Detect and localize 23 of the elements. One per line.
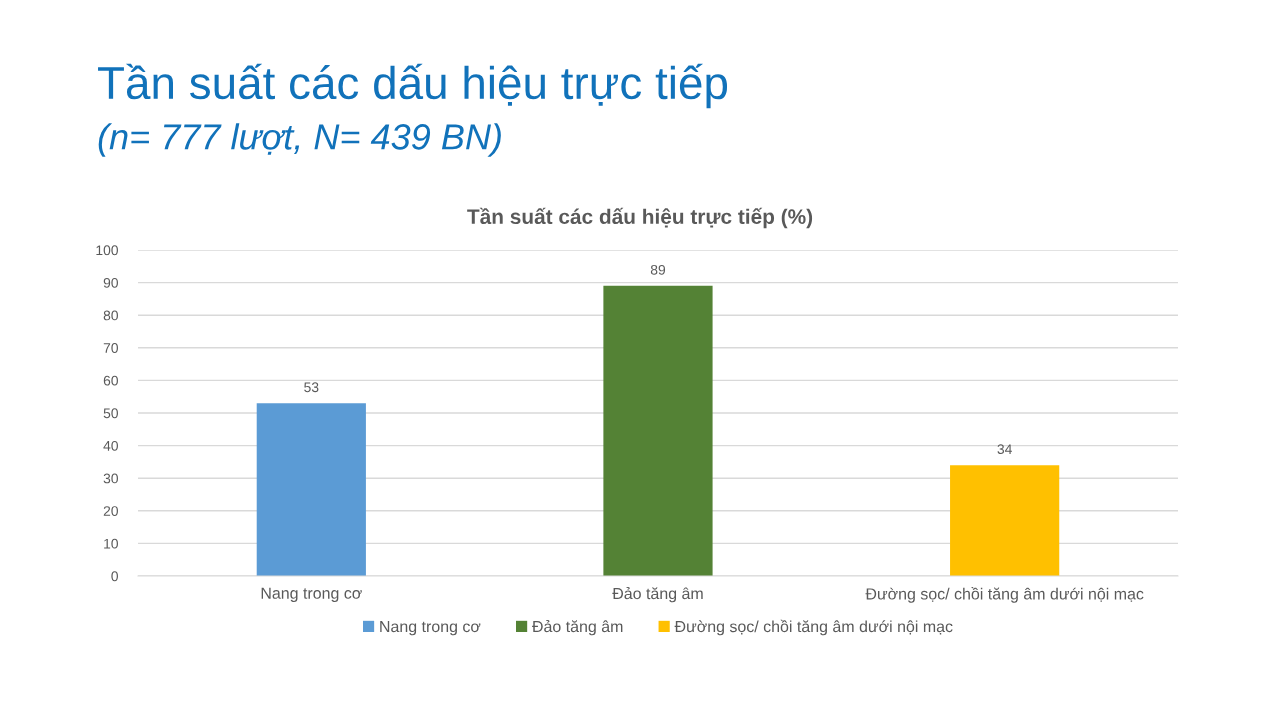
legend-label: Đảo tăng âm <box>532 620 623 636</box>
y-tick-label: 90 <box>103 277 118 288</box>
legend-label: Đường sọc/ chồi tăng âm dưới nội mạc <box>674 619 953 636</box>
x-tick-label: Nang trong cơ <box>261 587 362 602</box>
y-tick-label: 70 <box>103 343 118 353</box>
y-tick-label: 40 <box>103 440 118 451</box>
y-tick-label: 80 <box>103 310 118 321</box>
x-tick-label: Đảo tăng âm <box>612 587 703 603</box>
chart-title: Tần suất các dấu hiệu trực tiếp <box>98 63 728 109</box>
y-tick-label: 20 <box>103 506 118 516</box>
y-tick-label: 50 <box>103 408 118 419</box>
chart-subtitle: (n= 777 lượt, N= 439 BN) <box>98 123 501 157</box>
data-label: 34 <box>997 444 1012 455</box>
legend-label: Nang trong cơ <box>380 621 481 636</box>
y-tick-label: 60 <box>103 375 118 386</box>
text: Tần suất các dấu hiệu trực tiếp (%) <box>467 207 813 229</box>
data-label: 89 <box>650 264 666 275</box>
y-tick-label: 100 <box>96 245 118 256</box>
y-tick-label: 10 <box>104 538 118 549</box>
y-tick-label: 0 <box>111 571 118 582</box>
x-tick-label: Đường sọc/ chồi tăng âm dưới nội mạc <box>865 587 1144 603</box>
data-label: 53 <box>304 382 319 393</box>
y-tick-label: 30 <box>103 473 118 484</box>
